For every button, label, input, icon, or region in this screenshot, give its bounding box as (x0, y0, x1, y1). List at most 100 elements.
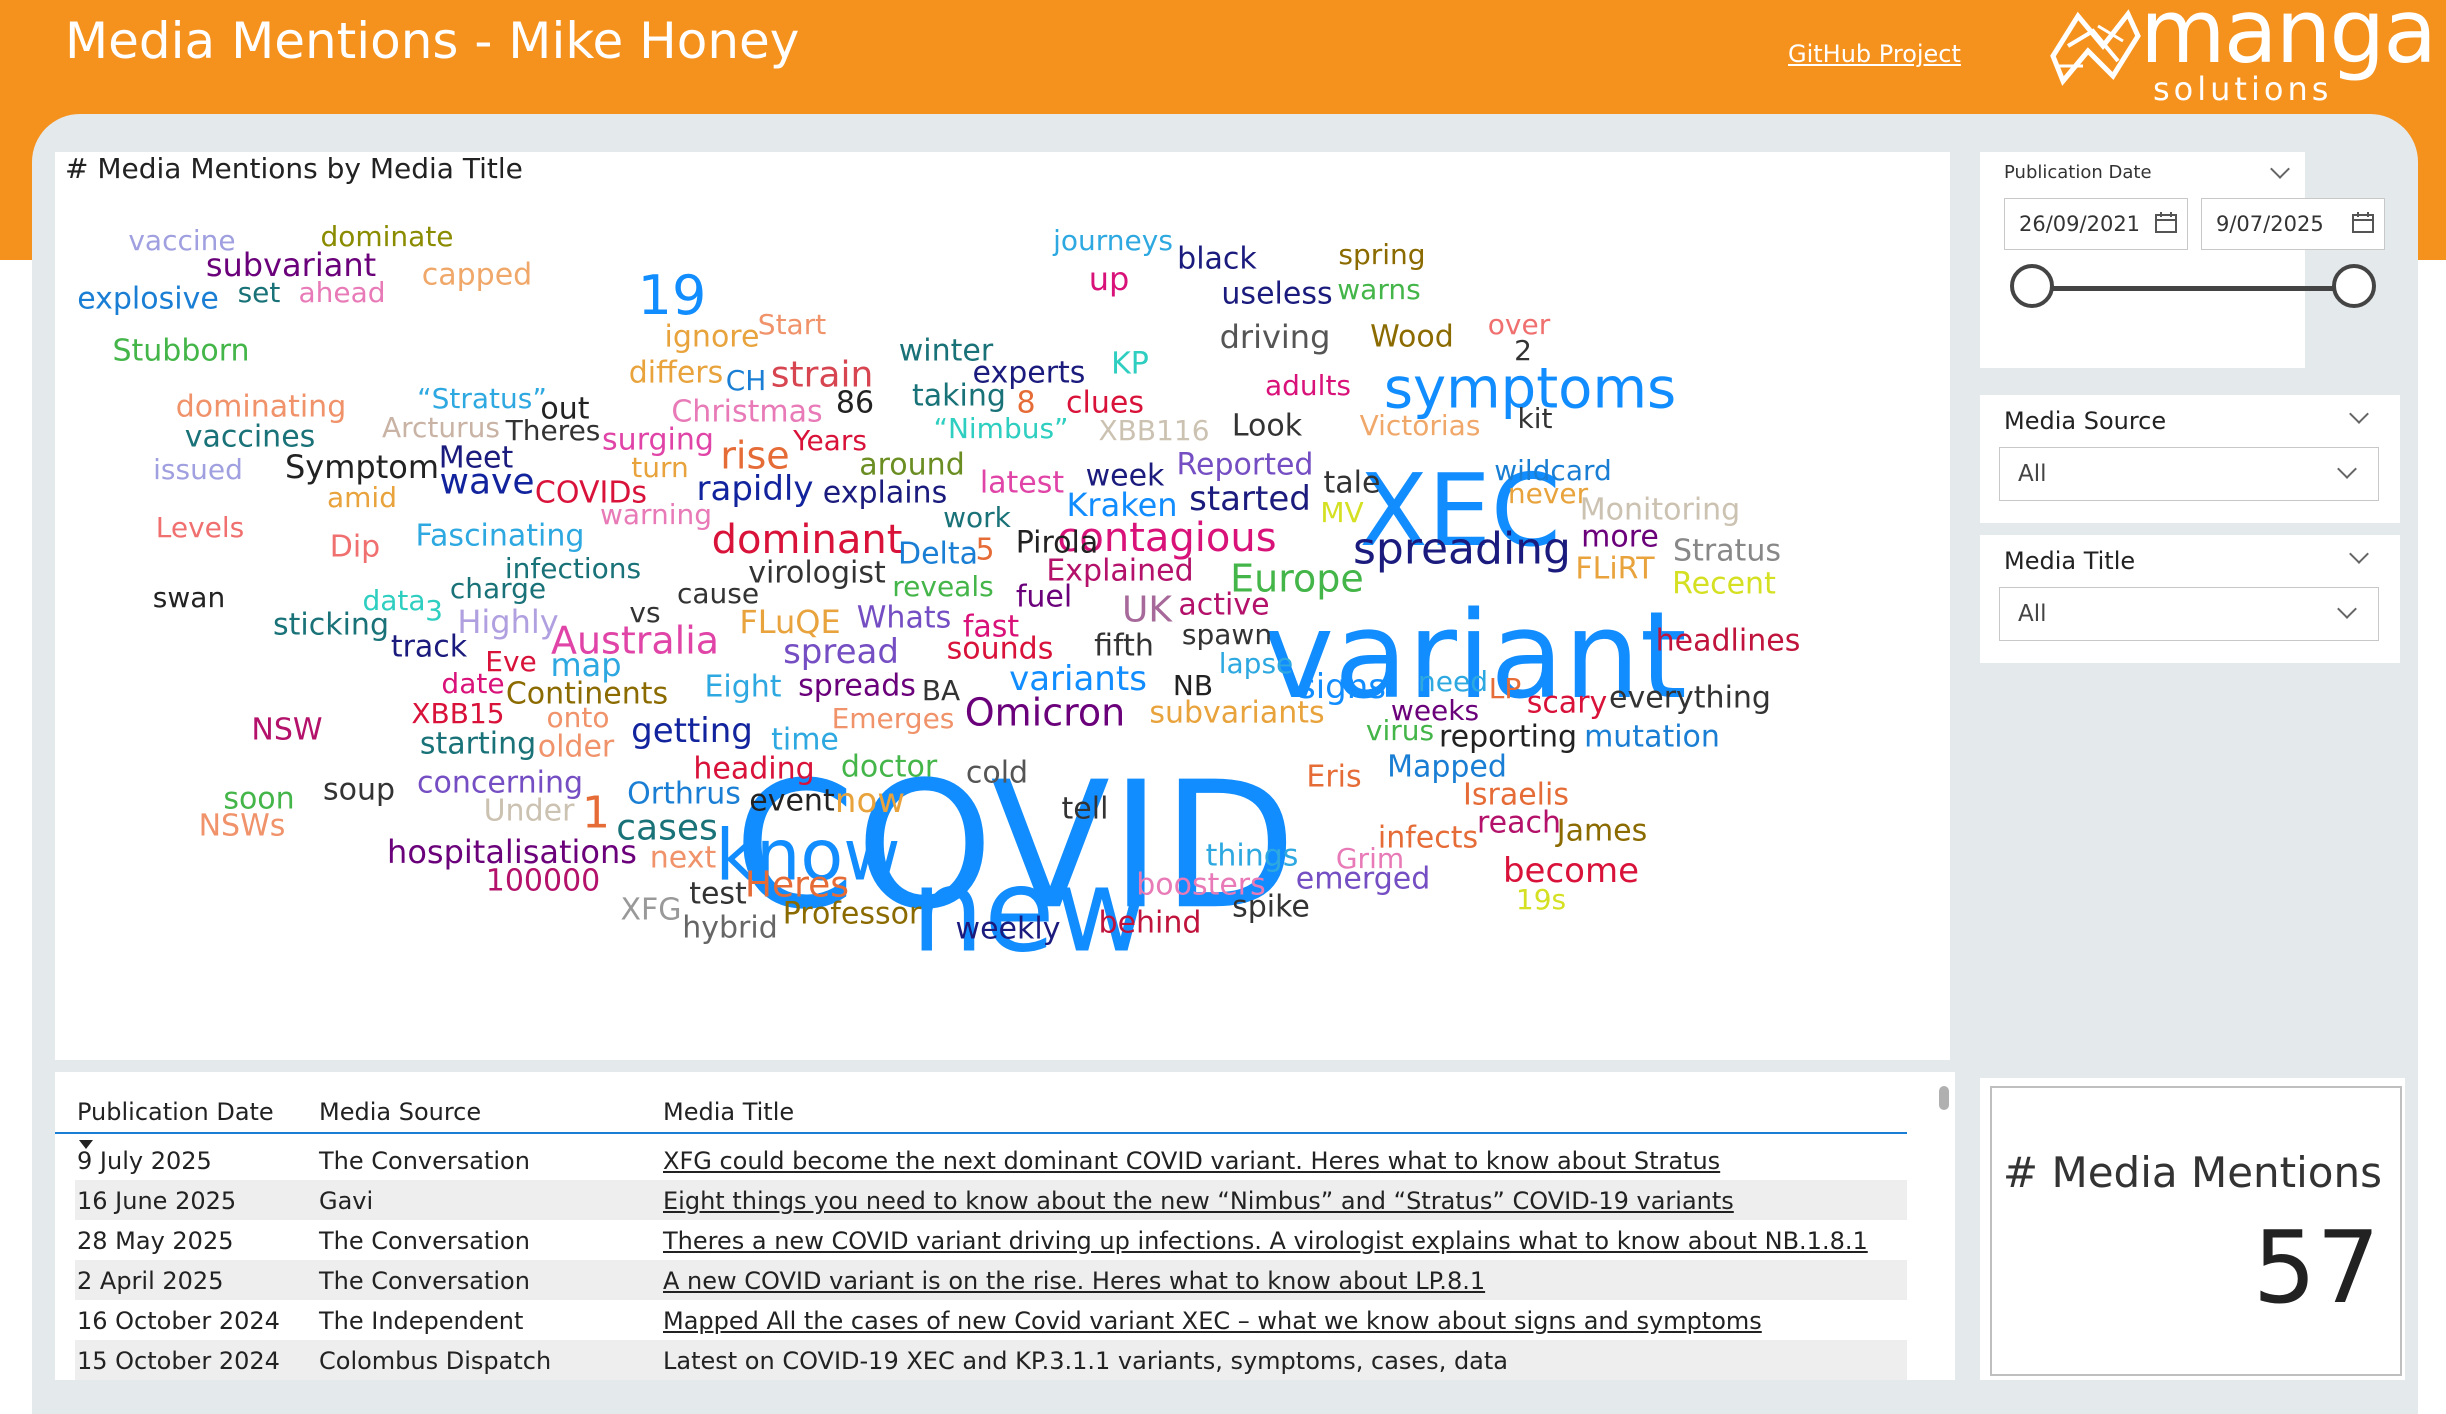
media-source-dropdown[interactable]: All (1999, 447, 2379, 501)
end-date-field[interactable]: 9/07/2025 (2201, 198, 2385, 250)
wordcloud-word[interactable]: things (1206, 839, 1299, 874)
wordcloud-word[interactable]: 3 (425, 594, 443, 627)
wordcloud-word[interactable]: Europe (1230, 556, 1364, 600)
wordcloud-word[interactable]: Under (484, 794, 575, 829)
table-row[interactable]: 15 October 2024 Colombus Dispatch Latest… (75, 1340, 1907, 1380)
wordcloud-word[interactable]: fifth (1094, 629, 1154, 664)
wordcloud-word[interactable]: CH (726, 364, 767, 397)
wordcloud-word[interactable]: Eve (485, 645, 537, 678)
wordcloud-word[interactable]: BA (922, 674, 960, 707)
wordcloud-word[interactable]: weekly (956, 912, 1061, 947)
wordcloud-word[interactable]: Stubborn (112, 334, 249, 369)
wordcloud-word[interactable]: Levels (156, 511, 245, 544)
wordcloud-word[interactable]: FLiRT (1575, 552, 1655, 587)
wordcloud-word[interactable]: Heres (745, 865, 849, 906)
wordcloud-word[interactable]: track (391, 630, 468, 665)
wordcloud-word[interactable]: more (1581, 520, 1659, 555)
wordcloud-word[interactable]: “Stratus” (417, 382, 547, 415)
wordcloud-word[interactable]: Fascinating (416, 519, 585, 554)
wordcloud-word[interactable]: ahead (298, 276, 385, 309)
wordcloud-word[interactable]: time (771, 723, 839, 758)
wordcloud-word[interactable]: sounds (947, 632, 1054, 667)
wordcloud-word[interactable]: soon (223, 782, 294, 817)
wordcloud-word[interactable]: FLuQE (739, 603, 840, 641)
wordcloud-word[interactable]: started (1189, 479, 1311, 519)
wordcloud-word[interactable]: spread (783, 632, 899, 672)
wordcloud-word[interactable]: charge (450, 572, 546, 605)
wordcloud-word[interactable]: cold (966, 756, 1028, 791)
wordcloud-word[interactable]: Symptom (285, 448, 439, 486)
wordcloud-word[interactable]: hybrid (682, 911, 778, 946)
wordcloud-word[interactable]: vs (629, 596, 660, 629)
wordcloud-word[interactable]: Pirola (1016, 526, 1099, 561)
wordcloud-word[interactable]: issued (153, 453, 243, 486)
wordcloud-word[interactable]: need (1418, 665, 1488, 698)
wordcloud-word[interactable]: warns (1337, 273, 1420, 306)
wordcloud-word[interactable]: infects (1378, 821, 1478, 856)
wordcloud-word[interactable]: contagious (1057, 515, 1276, 561)
wordcloud-word[interactable]: event (749, 784, 835, 819)
wordcloud-word[interactable]: spreading (1353, 523, 1571, 574)
wordcloud-word[interactable]: map (550, 646, 621, 684)
wordcloud-word[interactable]: never (1508, 477, 1589, 510)
wordcloud-word[interactable]: Continents (506, 677, 668, 712)
wordcloud-word[interactable]: wave (440, 462, 535, 503)
wordcloud-word[interactable]: starting (420, 727, 536, 762)
wordcloud-word[interactable]: week (1086, 459, 1165, 494)
wordcloud-word[interactable]: NB (1173, 669, 1213, 702)
wordcloud-word[interactable]: Australia (551, 618, 719, 662)
wordcloud-word[interactable]: virologist (748, 556, 886, 591)
wordcloud-word[interactable]: older (538, 730, 615, 765)
wordcloud-word[interactable]: active (1178, 588, 1269, 623)
cell-title-link[interactable]: Mapped All the cases of new Covid varian… (663, 1307, 1762, 1335)
wordcloud-word[interactable]: spring (1338, 238, 1425, 271)
wordcloud-word[interactable]: explains (823, 476, 947, 511)
wordcloud-word[interactable]: around (859, 448, 964, 483)
wordcloud-word[interactable]: virus (1366, 714, 1434, 747)
wordcloud-word[interactable]: clues (1066, 386, 1144, 421)
wordcloud-word[interactable]: 86 (836, 386, 874, 421)
wordcloud-word[interactable]: subvariants (1149, 696, 1324, 731)
wordcloud-word[interactable]: tale (1324, 466, 1381, 501)
table-row[interactable]: 2 April 2025 The Conversation A new COVI… (75, 1260, 1907, 1300)
wordcloud-word[interactable]: Look (1232, 409, 1303, 444)
wordcloud-word[interactable]: 19 (638, 264, 707, 327)
wordcloud-word[interactable]: dominating (176, 390, 347, 425)
wordcloud-word[interactable]: rapidly (697, 469, 814, 509)
wordcloud-word[interactable]: 8 (1016, 386, 1035, 421)
wordcloud-word[interactable]: cause (677, 577, 759, 610)
cell-title-link[interactable]: Eight things you need to know about the … (663, 1187, 1734, 1215)
wordcloud-word[interactable]: capped (422, 258, 532, 293)
wordcloud-word[interactable]: behind (1099, 906, 1202, 941)
wordcloud-word[interactable]: Victorias (1360, 409, 1481, 442)
wordcloud-word[interactable]: wildcard (1494, 454, 1612, 487)
wordcloud-word[interactable]: soup (323, 773, 395, 808)
wordcloud-word[interactable]: getting (631, 711, 753, 751)
wordcloud-word[interactable]: out (540, 392, 589, 427)
wordcloud-word[interactable]: signs (1298, 667, 1386, 707)
wordcloud-word[interactable]: XBB116 (1098, 414, 1209, 447)
wordcloud-word[interactable]: Reported (1177, 448, 1314, 483)
wordcloud-word[interactable]: work (943, 501, 1012, 534)
wordcloud-word[interactable]: test (689, 877, 747, 912)
wordcloud-word[interactable]: Whats (857, 601, 951, 636)
wordcloud-word[interactable]: fuel (1016, 580, 1072, 615)
wordcloud-word[interactable]: doctor (841, 750, 938, 785)
wordcloud-word[interactable]: tell (1062, 792, 1109, 827)
wordcloud-word[interactable]: reveals (892, 570, 993, 603)
wordcloud-word[interactable]: know (716, 815, 901, 897)
column-header-publication-date[interactable]: Publication Date (77, 1098, 274, 1126)
wordcloud-word[interactable]: headlines (1656, 624, 1801, 659)
wordcloud-word[interactable]: onto (547, 701, 610, 734)
wordcloud-word[interactable]: next (650, 841, 717, 876)
range-end-handle[interactable] (2332, 264, 2376, 308)
column-header-media-title[interactable]: Media Title (663, 1098, 795, 1126)
wordcloud-word[interactable]: infections (505, 552, 641, 585)
wordcloud-word[interactable]: explosive (77, 282, 219, 317)
wordcloud-visual[interactable]: # Media Mentions by Media Title COVID var… (55, 152, 1950, 1060)
chevron-down-icon[interactable] (2337, 599, 2357, 619)
wordcloud-word[interactable]: dominant (712, 517, 903, 563)
wordcloud-word[interactable]: amid (327, 481, 397, 514)
wordcloud-word[interactable]: latest (980, 466, 1065, 501)
wordcloud-word[interactable]: winter (899, 334, 994, 369)
